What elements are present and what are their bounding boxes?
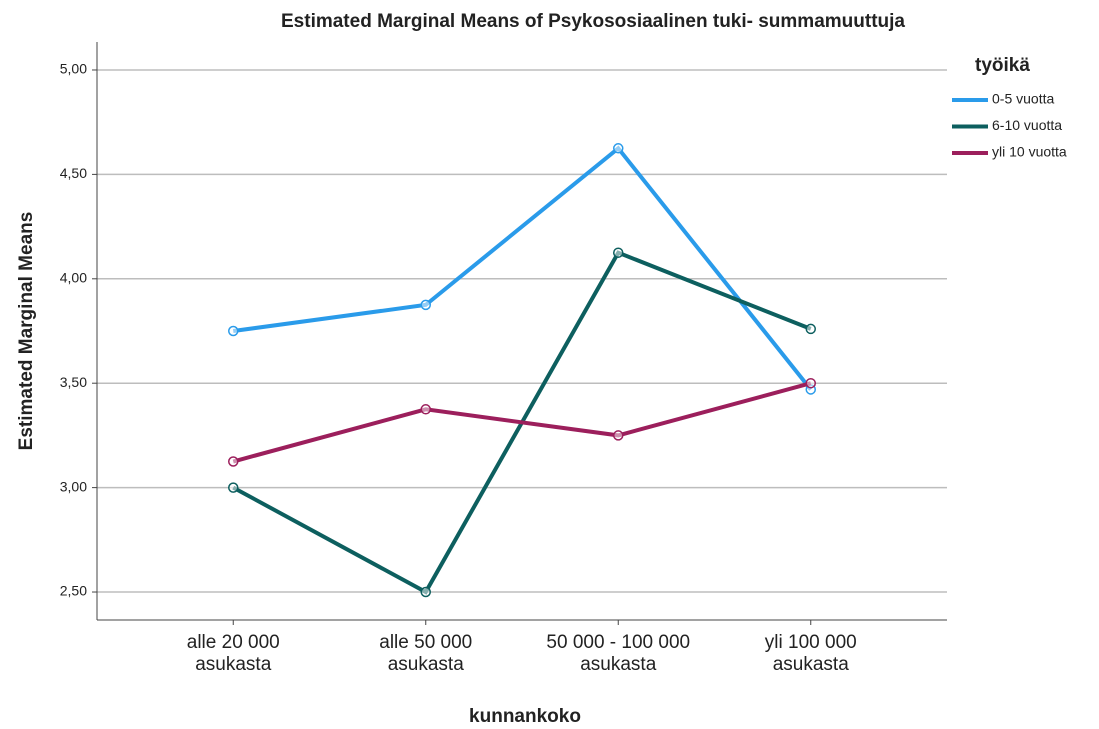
x-axis-label: kunnankoko xyxy=(469,706,581,727)
data-point xyxy=(613,247,624,258)
x-tick-label: alle 20 000 asukasta xyxy=(186,632,280,675)
y-tick-label: 5,00 xyxy=(60,61,87,77)
chart-title: Estimated Marginal Means of Psykososiaal… xyxy=(281,11,905,32)
y-tick-label: 3,00 xyxy=(60,478,87,494)
data-point xyxy=(420,404,431,415)
y-tick-label: 3,50 xyxy=(60,374,87,390)
data-point xyxy=(805,377,816,389)
data-point xyxy=(420,299,431,311)
data-point xyxy=(805,323,816,335)
y-tick-label: 4,50 xyxy=(60,165,87,181)
x-tick-label: yli 100 000 asukasta xyxy=(764,632,857,675)
y-tick-label: 4,00 xyxy=(60,269,87,285)
legend-label: 6-10 vuotta xyxy=(992,117,1062,133)
x-tick-label: alle 50 000 asukasta xyxy=(379,632,473,675)
x-tick-label: 50 000 - 100 000 asukasta xyxy=(546,632,691,675)
series-line xyxy=(232,145,813,391)
series-line xyxy=(232,381,812,464)
legend-label: yli 10 vuotta xyxy=(992,144,1067,160)
data-point xyxy=(228,456,239,467)
data-point xyxy=(420,586,431,598)
legend-label: 0-5 vuotta xyxy=(992,91,1054,107)
data-point xyxy=(613,143,624,154)
data-point xyxy=(228,482,239,493)
data-point xyxy=(613,430,624,441)
legend-title: työikä xyxy=(975,55,1030,76)
y-axis-label: Estimated Marginal Means xyxy=(16,212,37,451)
y-tick-label: 2,50 xyxy=(60,583,87,599)
data-point xyxy=(228,325,239,337)
